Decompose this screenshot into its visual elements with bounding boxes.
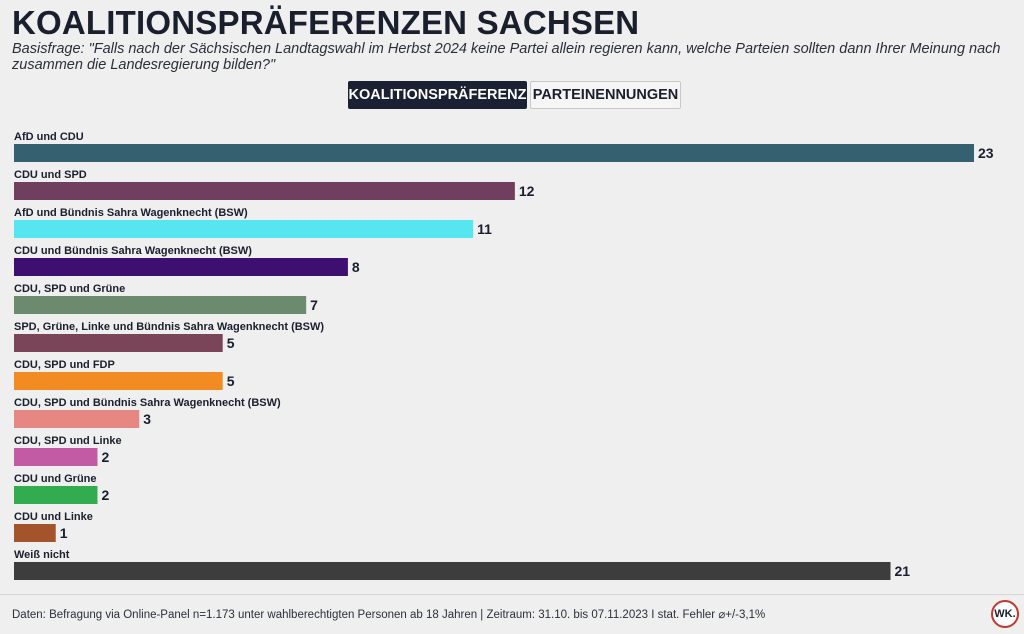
category-label: AfD und CDU <box>14 131 84 143</box>
value-label: 2 <box>101 487 109 503</box>
bar[interactable] <box>14 524 56 542</box>
value-label: 7 <box>310 297 318 313</box>
category-label: CDU und Linke <box>14 511 93 523</box>
bar[interactable] <box>14 334 223 352</box>
chart-title: KOALITIONSPRÄFERENZEN SACHSEN <box>12 4 640 41</box>
category-label: CDU, SPD und Bündnis Sahra Wagenknecht (… <box>14 397 281 409</box>
brand-logo: WK. <box>991 600 1019 628</box>
bar[interactable] <box>14 372 223 390</box>
value-label: 1 <box>60 525 68 541</box>
bar[interactable] <box>14 144 974 162</box>
category-label: SPD, Grüne, Linke und Bündnis Sahra Wage… <box>14 321 324 333</box>
category-label: CDU und SPD <box>14 169 87 181</box>
bar[interactable] <box>14 486 98 504</box>
value-label: 21 <box>895 563 911 579</box>
bar[interactable] <box>14 562 891 580</box>
view-tabs: KOALITIONSPRÄFERENZ PARTEINENNUNGEN <box>348 81 681 109</box>
tab-parteinennungen[interactable]: PARTEINENNUNGEN <box>530 81 681 109</box>
category-label: CDU, SPD und Grüne <box>14 283 125 295</box>
bar[interactable] <box>14 182 515 200</box>
value-label: 5 <box>227 335 235 351</box>
bar[interactable] <box>14 258 348 276</box>
bar[interactable] <box>14 296 307 314</box>
chart-subtitle: Basisfrage: "Falls nach der Sächsischen … <box>12 41 1001 73</box>
value-label: 11 <box>477 221 492 237</box>
bar[interactable] <box>14 410 140 428</box>
source-note: Daten: Befragung via Online-Panel n=1.17… <box>12 609 766 621</box>
category-label: AfD und Bündnis Sahra Wagenknecht (BSW) <box>14 207 248 219</box>
category-label: CDU und Grüne <box>14 473 97 485</box>
tab-koalitionspraeferenz[interactable]: KOALITIONSPRÄFERENZ <box>348 81 527 109</box>
category-label: Weiß nicht <box>14 549 70 561</box>
category-label: CDU, SPD und Linke <box>14 435 122 447</box>
value-label: 3 <box>143 411 151 427</box>
category-label: CDU und Bündnis Sahra Wagenknecht (BSW) <box>14 245 252 257</box>
value-label: 12 <box>519 183 535 199</box>
value-label: 2 <box>101 449 109 465</box>
footer-divider <box>0 594 1024 595</box>
category-label: CDU, SPD und FDP <box>14 359 115 371</box>
value-label: 23 <box>978 145 994 161</box>
bar[interactable] <box>14 220 474 238</box>
bar[interactable] <box>14 448 98 466</box>
value-label: 8 <box>352 259 360 275</box>
value-label: 5 <box>227 373 235 389</box>
